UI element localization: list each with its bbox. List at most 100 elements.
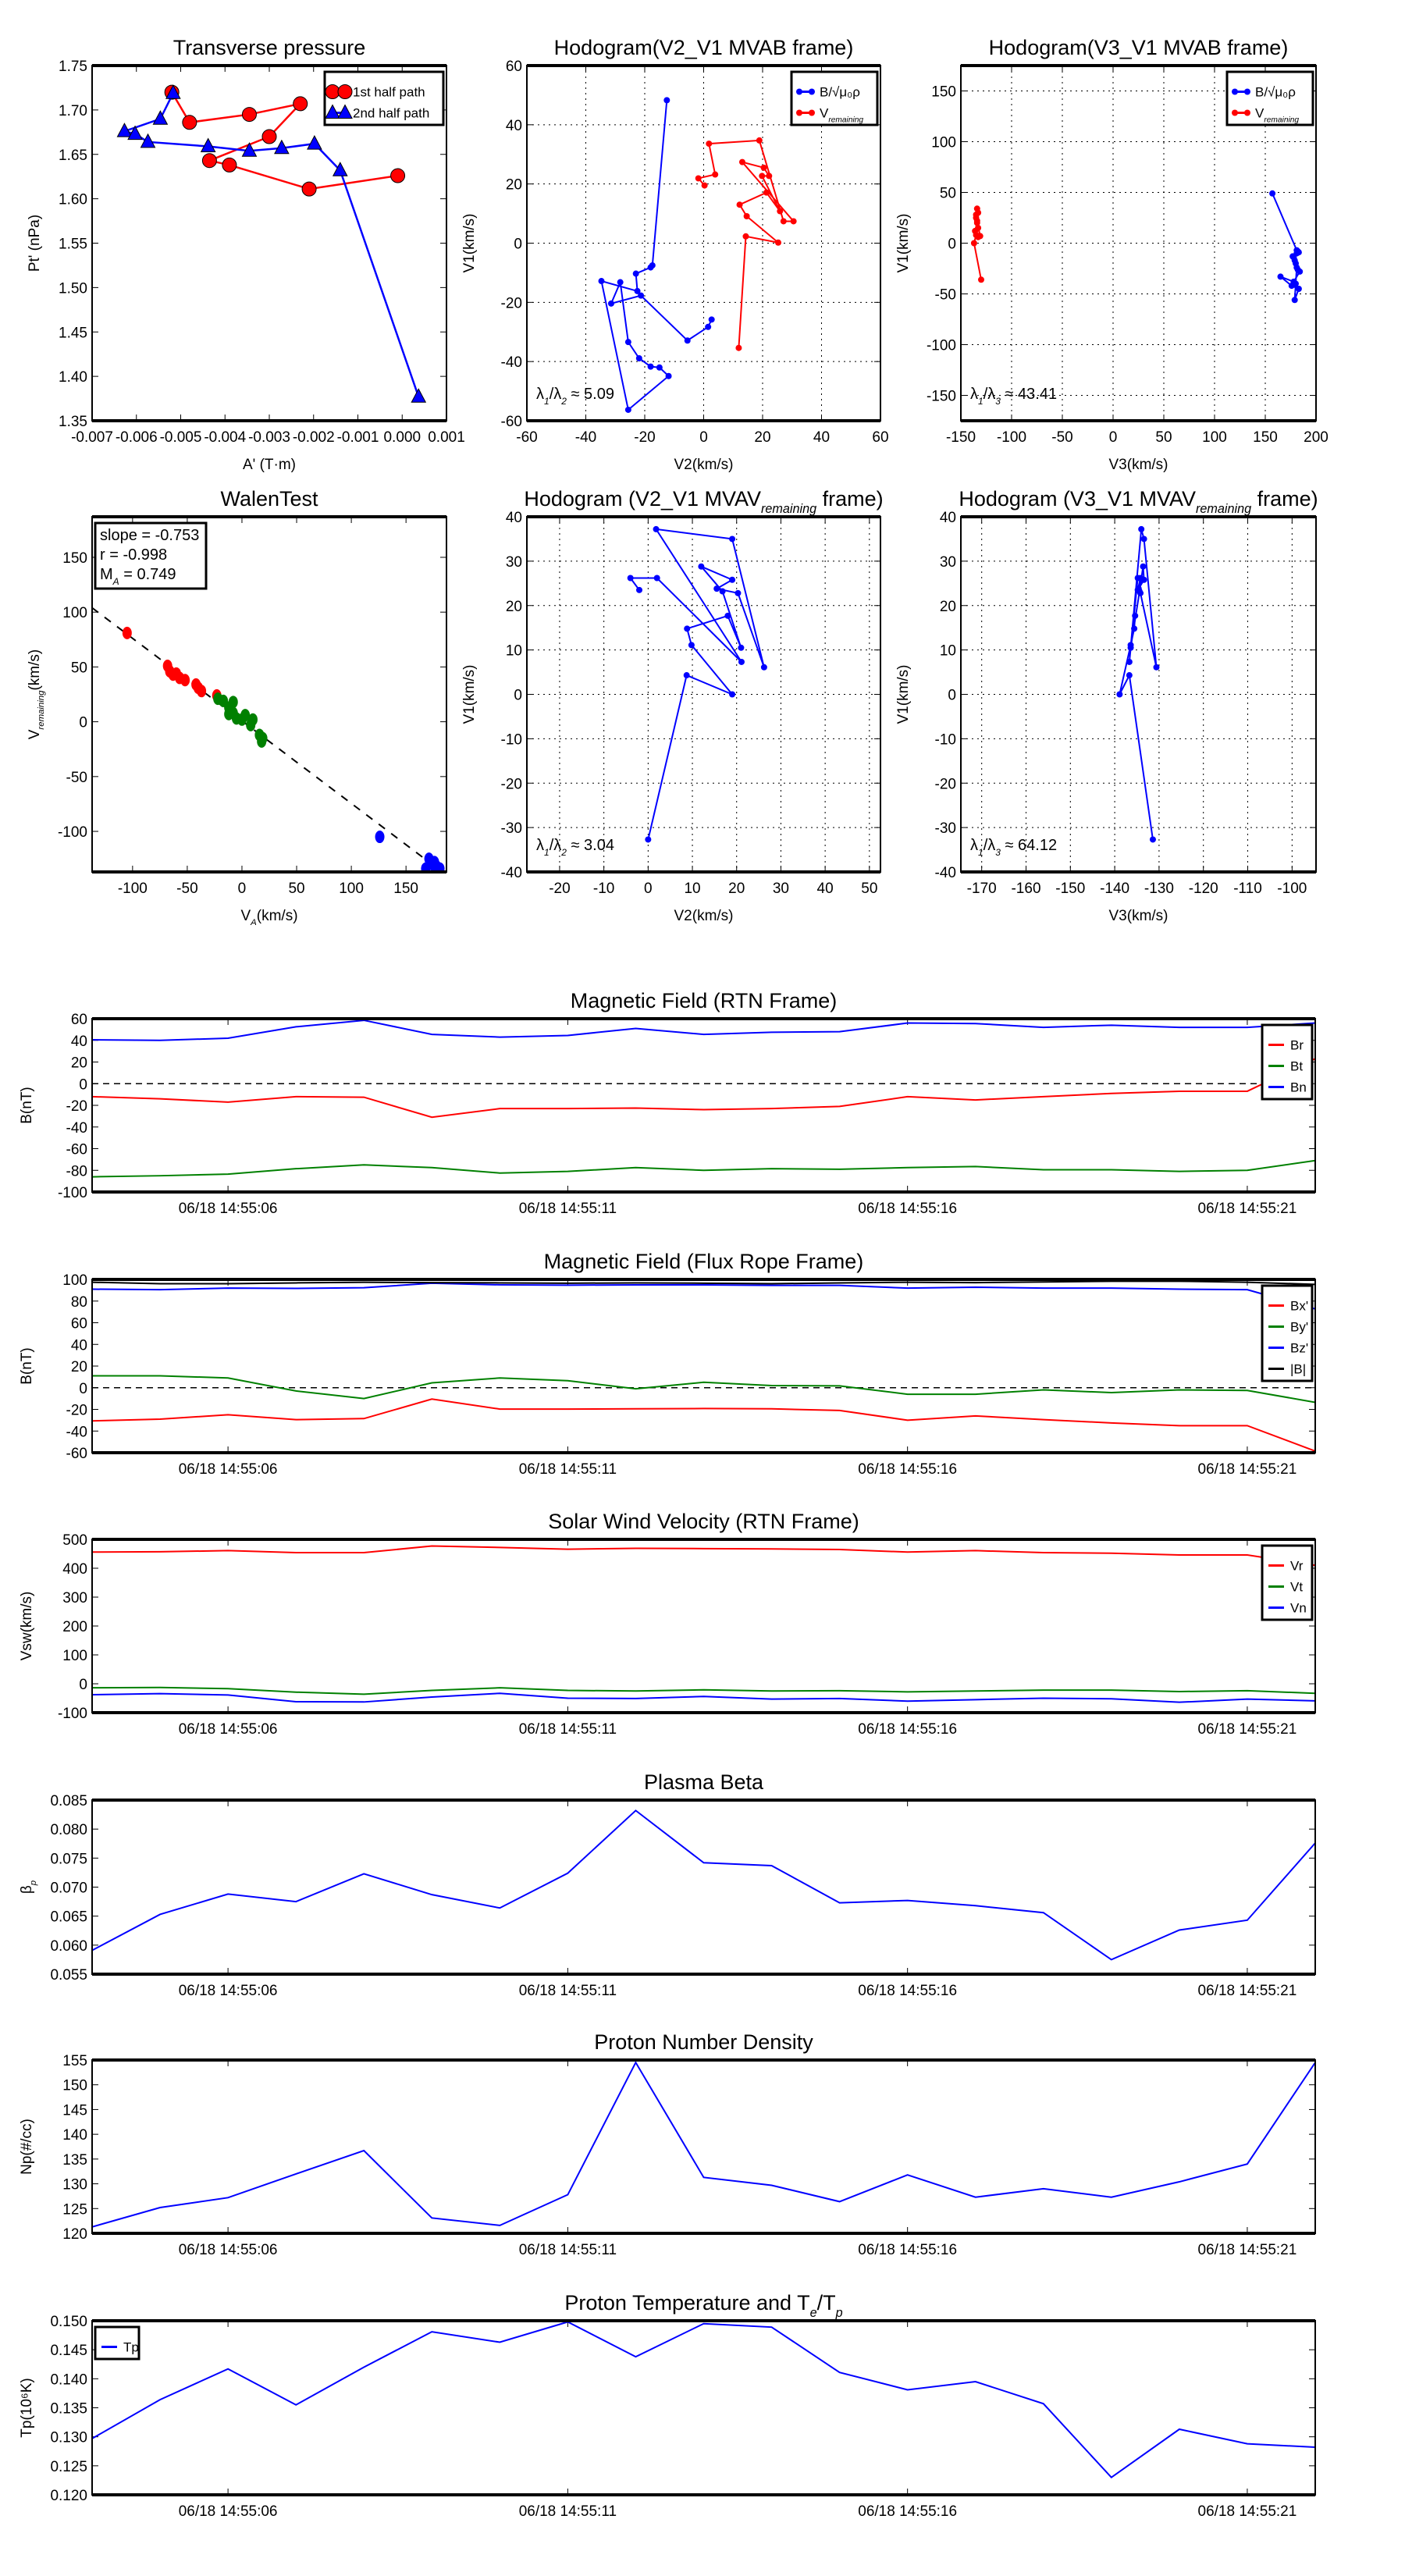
data-point [1269,190,1276,197]
data-point [665,372,672,379]
legend-marker [1244,109,1250,116]
chart-walen-test: WalenTest -100 -50 0 50 100 150 -100 -50 0 50 100 15… [27,487,447,927]
x-tick-label: -100 [118,881,148,897]
y-tick-label: -100 [58,1706,87,1722]
y-axis-label: Pt' (nPa) [27,215,43,272]
legend: B/√μ₀ρ Vremaining [790,70,879,126]
x-tick-label: 06/18 14:55:11 [519,1721,617,1738]
y-tick-label: -80 [66,1163,87,1179]
series-line [92,1809,1315,1961]
series-green [213,692,268,748]
chart-hodogram-v2v1-mvav: Hodogram (V2_V1 MVAVremaining frame) -20 -… [461,487,884,924]
x-tick-label: 50 [1155,429,1172,446]
y-tick-label: -60 [66,1446,87,1462]
data-point [1291,297,1298,304]
y-tick-label: 40 [71,1034,87,1050]
data-point [624,339,631,346]
series-tp [92,2321,1315,2479]
data-point [632,270,639,277]
legend-item: Bn [1268,1080,1307,1095]
data-point [756,137,763,144]
chart-title: Hodogram (V2_V1 MVAVremaining frame) [524,487,883,516]
x-tick-label: 200 [1304,429,1329,446]
legend-label: Vr [1290,1559,1304,1574]
data-point [421,862,431,872]
data-point [375,831,385,844]
legend-item: B/√μ₀ρ [1232,85,1296,100]
legend-item: Br [1268,1038,1304,1053]
legend-label: Vremaining [1255,106,1299,125]
x-axis-label: V2(km/s) [674,908,734,924]
series-by- [92,1375,1315,1404]
series-v [627,525,767,843]
legend-marker [337,104,353,119]
data-point [293,96,308,112]
data-point [165,84,181,99]
series-line [92,1545,1315,1567]
y-axis-label: V1(km/s) [895,214,912,273]
data-point [738,644,745,651]
legend-marker [809,88,815,95]
y-tick-label: -100 [927,338,956,354]
eigenvalue-ratio: λ1/λ2 ≈ 5.09 [536,386,614,407]
data-point [663,97,670,104]
data-point [763,189,770,196]
x-tick-label: 06/18 14:55:11 [519,2242,617,2258]
y-tick-label: 1.75 [59,59,87,75]
data-point [411,388,427,403]
x-tick-label: 0 [238,881,247,897]
series-blue [375,831,445,872]
x-tick-label: -120 [1189,881,1218,897]
data-point [738,158,745,165]
x-tick-label: -10 [593,881,614,897]
legend-label: Bt [1290,1059,1303,1074]
y-tick-label: -40 [501,865,522,881]
y-tick-label: 60 [71,1316,87,1332]
series-bt [92,1159,1315,1178]
y-axis-label: B(nT) [19,1347,35,1385]
data-point [1291,257,1298,264]
y-tick-label: 125 [62,2201,87,2218]
stat-line: MA = 0.749 [100,566,176,587]
x-tick-label: 06/18 14:55:21 [1198,1201,1297,1217]
legend-label: Bn [1290,1080,1307,1095]
data-point [301,181,317,197]
data-point [760,664,767,671]
y-tick-label: 0.120 [50,2488,87,2504]
data-point [647,363,654,370]
y-tick-label: 100 [62,605,87,621]
x-tick-label: -0.003 [248,429,290,446]
y-tick-label: 100 [931,135,956,151]
plot-area [92,607,445,872]
y-tick-label: 20 [506,599,522,615]
series-v-remaining- [970,205,984,283]
series-line [92,1282,1315,1310]
data-point [738,658,745,665]
chart-title: Plasma Beta [644,1770,764,1794]
x-tick-label: 06/18 14:55:06 [179,1201,278,1217]
x-tick-label: 06/18 14:55:16 [858,2242,957,2258]
legend-box [1225,70,1314,126]
data-point [1116,691,1123,698]
eigenvalue-ratio: λ1/λ3 ≈ 43.41 [970,386,1057,407]
chart-transverse-pressure: Transverse pressure-0.007 -0.006 -0.005 -0.… [27,36,465,473]
legend-label: Bx' [1290,1299,1308,1314]
data-point [228,696,238,709]
y-tick-label: -60 [66,1142,87,1158]
y-tick-label: -30 [501,820,522,837]
x-tick-label: 150 [393,881,418,897]
data-point [390,168,406,183]
series-line [92,1058,1315,1119]
plot-area [92,1019,1315,1178]
data-point [1132,612,1139,619]
y-tick-label: 0 [79,715,87,731]
y-tick-label: 40 [506,118,522,134]
data-point [684,625,691,632]
data-point [624,406,631,413]
stat-line: r = -0.998 [100,546,167,564]
x-tick-label: 06/18 14:55:06 [179,1461,278,1478]
y-tick-label: 1.60 [59,192,87,208]
data-point [307,135,322,150]
data-point [760,164,767,171]
data-point [636,586,643,593]
